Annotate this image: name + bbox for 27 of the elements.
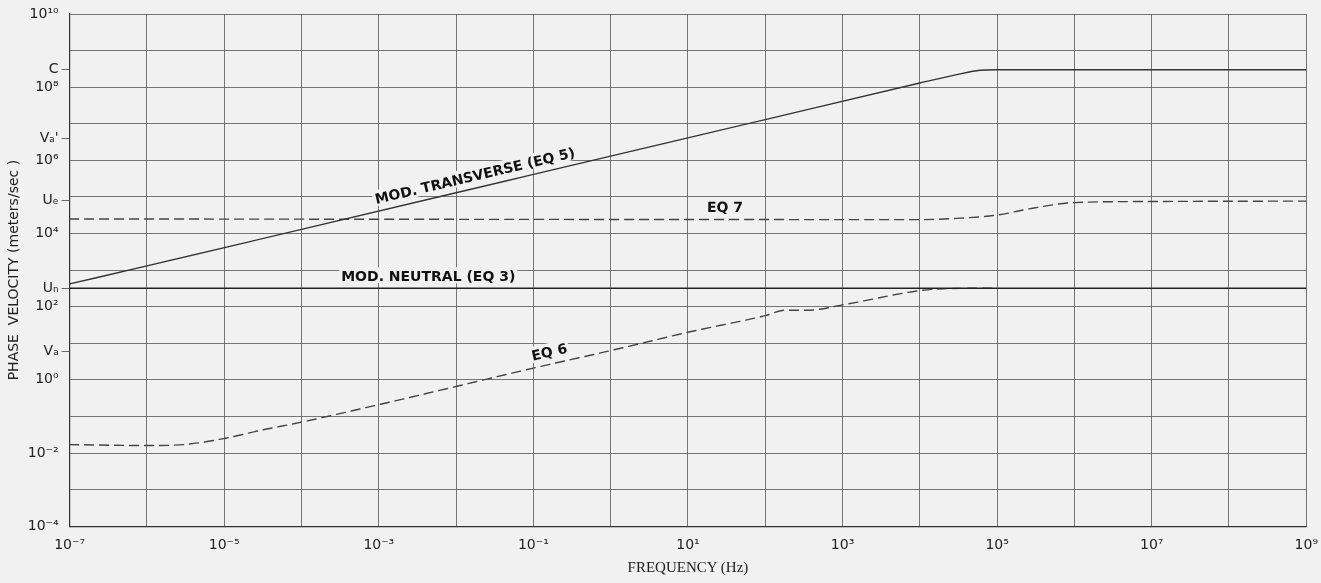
- x-tick-label: 10⁹: [1294, 536, 1319, 553]
- y-tick-label: Vₐ: [43, 342, 59, 359]
- series-label: MOD. NEUTRAL (EQ 3): [341, 267, 516, 284]
- y-axis-title: PHASE VELOCITY (meters/sec ): [5, 159, 22, 381]
- x-tick-label: 10⁻⁷: [54, 536, 86, 553]
- y-tick-label: 10²: [35, 297, 59, 314]
- y-tick-label: 10⁻⁴: [27, 516, 59, 533]
- x-tick-label: 10⁷: [1139, 536, 1164, 553]
- y-tick-label: 10⁸: [35, 77, 59, 94]
- series-label: EQ 7: [707, 199, 744, 216]
- x-tick-label: 10⁻⁵: [208, 536, 240, 553]
- text: EQ 6: [529, 340, 569, 364]
- y-tick-label: C: [48, 60, 59, 77]
- x-axis-title: FREQUENCY (Hz): [627, 558, 749, 576]
- y-tick-label: Uₑ: [42, 191, 59, 208]
- y-tick-label: 10⁶: [35, 150, 59, 167]
- x-tick-label: 10⁻¹: [517, 536, 549, 553]
- x-tick-label: 10⁵: [985, 536, 1009, 553]
- x-tick-label: 10³: [830, 536, 855, 553]
- y-tick-label: 10⁴: [35, 224, 59, 241]
- y-tick-label: 10⁰: [35, 370, 59, 387]
- y-tick-label: 10¹⁰: [29, 4, 59, 21]
- y-tick-label: Vₐ': [39, 128, 59, 145]
- y-tick-label: 10⁻²: [27, 443, 59, 460]
- x-tick-label: 10⁻³: [363, 536, 395, 553]
- x-tick-label: 10¹: [676, 536, 700, 553]
- y-tick-label: Uₙ: [42, 278, 59, 295]
